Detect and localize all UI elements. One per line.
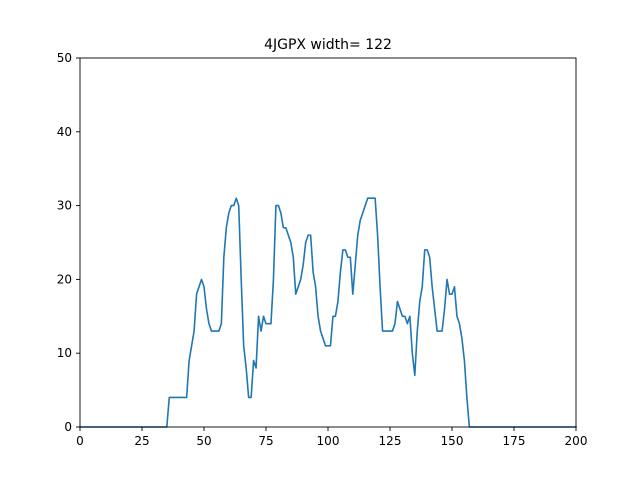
y-tick-label: 50 <box>57 51 72 65</box>
y-tick-label: 30 <box>57 199 72 213</box>
x-tick-label: 75 <box>258 434 273 448</box>
y-tick-label: 40 <box>57 125 72 139</box>
x-tick-label: 150 <box>441 434 464 448</box>
plot-area: 0 25 50 75 100 125 150 175 200 0 10 20 30 40 50 <box>57 51 588 448</box>
x-tick-label: 0 <box>76 434 84 448</box>
x-tick-label: 50 <box>196 434 211 448</box>
y-tick-label: 20 <box>57 272 72 286</box>
x-tick-label: 100 <box>317 434 340 448</box>
y-tick-label: 0 <box>64 420 72 434</box>
x-tick-label: 25 <box>134 434 149 448</box>
x-tick-label: 175 <box>503 434 526 448</box>
chart-title: 4JGPX width= 122 <box>264 37 392 53</box>
y-tick-label: 10 <box>57 346 72 360</box>
x-tick-label: 200 <box>565 434 588 448</box>
series-line-0 <box>79 197 577 428</box>
x-tick-label: 125 <box>379 434 402 448</box>
